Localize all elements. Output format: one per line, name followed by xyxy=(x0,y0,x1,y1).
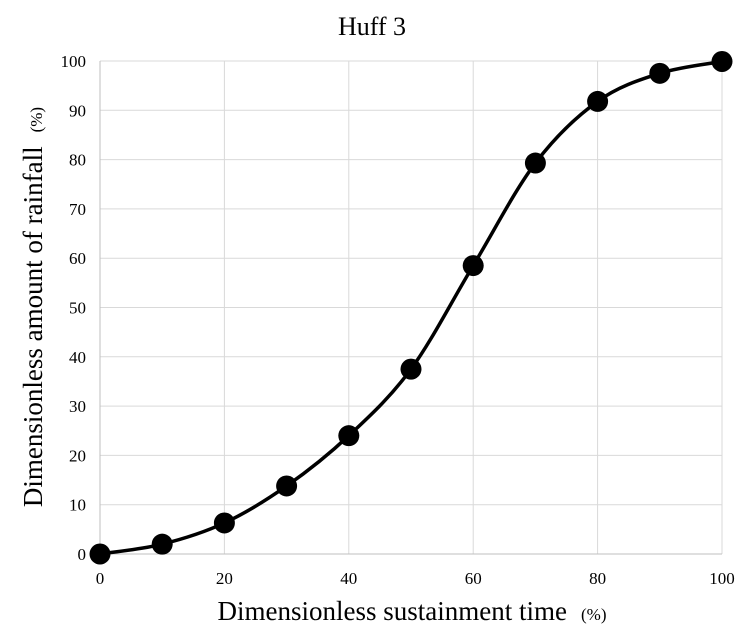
y-tick-label-50: 50 xyxy=(69,299,86,318)
y-tick-label-0: 0 xyxy=(78,545,87,564)
data-point-90 xyxy=(649,62,671,84)
x-axis-label-unit: (%) xyxy=(581,605,606,624)
y-tick-label-100: 100 xyxy=(61,52,87,71)
grid xyxy=(100,60,723,554)
x-tick-label-100: 100 xyxy=(709,569,735,588)
y-tick-label-10: 10 xyxy=(69,496,86,515)
y-tick-label-70: 70 xyxy=(69,200,86,219)
x-tick-label-80: 80 xyxy=(589,569,606,588)
data-point-70 xyxy=(524,152,546,174)
y-tick-label-30: 30 xyxy=(69,397,86,416)
y-axis-label: Dimensionless amount of rainfall (%) xyxy=(18,107,48,507)
y-axis-label-unit: (%) xyxy=(27,107,46,132)
x-tick-label-0: 0 xyxy=(96,569,105,588)
data-point-30 xyxy=(276,475,298,497)
y-tick-label-20: 20 xyxy=(69,446,86,465)
tick-labels: 0 10 20 30 40 50 60 70 80 90 100 0 20 40 60 80 100 xyxy=(61,52,735,588)
data-point-50 xyxy=(400,358,422,380)
data-point-80 xyxy=(587,90,609,112)
x-tick-label-60: 60 xyxy=(465,569,482,588)
data-point-40 xyxy=(338,425,360,447)
axes xyxy=(99,61,722,555)
x-axis-label-text: Dimensionless sustainment time xyxy=(218,596,567,626)
data-point-20 xyxy=(213,512,235,534)
y-axis-label-text: Dimensionless amount of rainfall xyxy=(18,146,48,507)
y-tick-label-60: 60 xyxy=(69,249,86,268)
y-tick-label-40: 40 xyxy=(69,348,86,367)
data-point-0 xyxy=(89,543,111,565)
x-tick-label-20: 20 xyxy=(216,569,233,588)
series xyxy=(89,50,733,565)
x-tick-label-40: 40 xyxy=(340,569,357,588)
y-tick-label-90: 90 xyxy=(69,101,86,120)
x-axis-label: Dimensionless sustainment time (%) xyxy=(218,596,607,626)
y-tick-label-80: 80 xyxy=(69,151,86,170)
chart-title: Huff 3 xyxy=(338,12,406,41)
data-point-10 xyxy=(151,533,173,555)
data-point-60 xyxy=(462,255,484,277)
data-point-100 xyxy=(711,50,733,72)
